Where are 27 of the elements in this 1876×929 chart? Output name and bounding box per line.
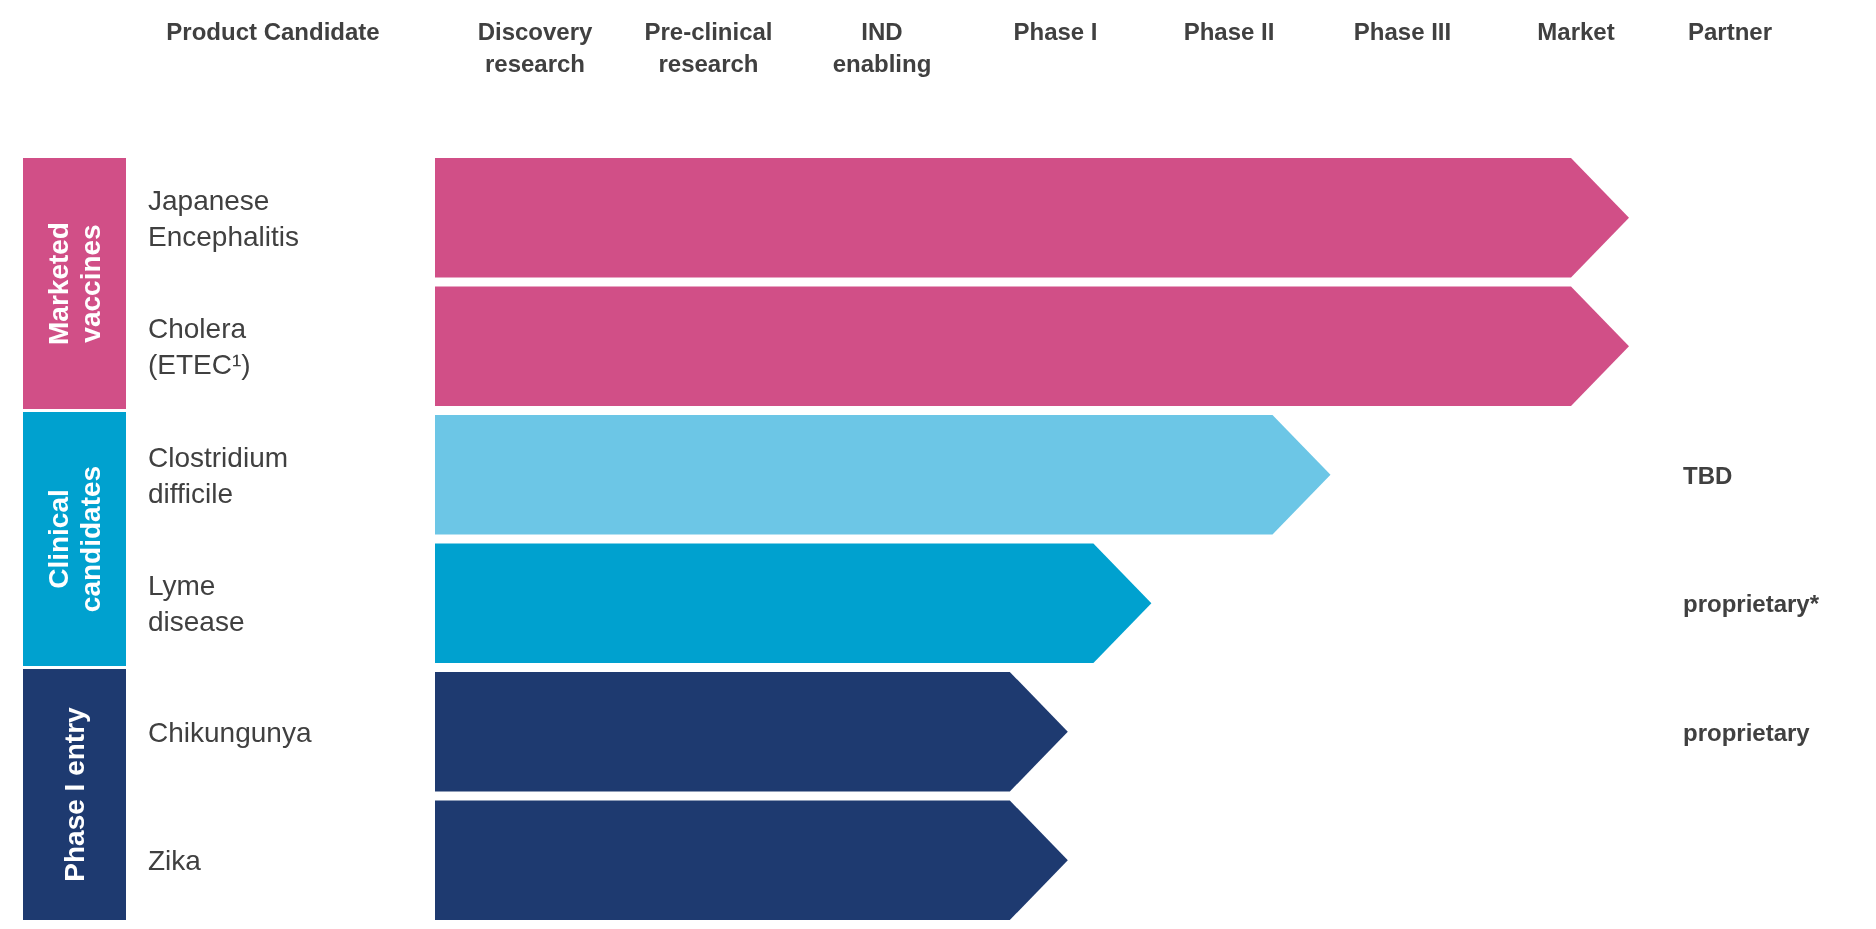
text: Pre-clinical research <box>644 18 773 77</box>
y-tick-label: Chikungunya <box>148 716 312 748</box>
bar <box>435 286 1629 406</box>
text: Discovery research <box>477 18 594 77</box>
text: Phase III <box>1353 18 1452 45</box>
text: Marketed vaccines <box>43 222 106 345</box>
text: Phase I entry <box>59 706 90 882</box>
text: proprietary* <box>1683 590 1820 618</box>
text: IND enabling <box>832 18 932 77</box>
text: Phase I <box>1013 18 1098 45</box>
text: proprietary <box>1683 718 1810 746</box>
text: Clinical candidates <box>43 465 106 613</box>
y-tick-label: Lyme disease <box>148 570 245 638</box>
bar <box>435 672 1068 792</box>
text: Phase II <box>1183 18 1275 45</box>
text: Market <box>1537 18 1615 45</box>
text: TBD <box>1683 461 1733 489</box>
text: Partner <box>1687 18 1773 45</box>
bar <box>435 543 1152 663</box>
bar <box>435 800 1068 920</box>
y-axis-title: Product Candidate <box>166 18 380 45</box>
bar <box>435 158 1629 278</box>
y-tick-label: Japanese Encephalitis <box>148 184 299 252</box>
y-tick-label: Zika <box>148 845 202 877</box>
y-tick-label: Cholera (ETEC¹) <box>148 313 251 381</box>
y-tick-label: Clostridium difficile <box>148 441 289 509</box>
bar <box>435 415 1331 535</box>
